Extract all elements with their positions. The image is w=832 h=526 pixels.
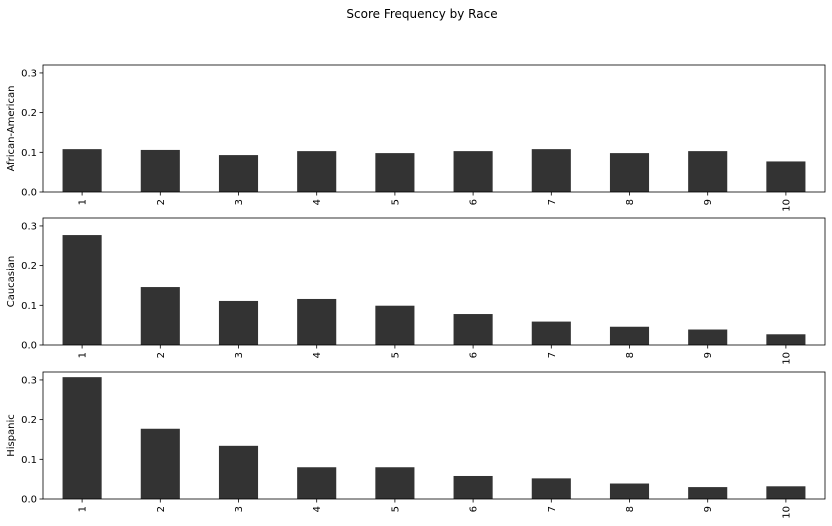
y-tick-label: 0.1 <box>21 455 37 466</box>
x-tick-label: 10 <box>781 199 792 212</box>
bar <box>140 428 180 499</box>
x-tick-label: 1 <box>78 199 89 205</box>
axes-frame <box>42 371 826 500</box>
bar <box>218 445 259 499</box>
x-tick-label: 7 <box>547 352 558 358</box>
x-tick-label: 3 <box>234 352 245 358</box>
bar <box>688 151 728 192</box>
bar <box>531 321 571 345</box>
bar <box>140 149 180 192</box>
x-tick-label: 9 <box>703 506 714 512</box>
y-tick-label: 0.0 <box>21 341 37 352</box>
bar <box>766 334 806 345</box>
y-tick-label: 0.3 <box>21 68 37 79</box>
y-tick-label: 0.3 <box>21 221 37 232</box>
x-tick-label: 3 <box>234 199 245 205</box>
x-tick-label: 1 <box>78 352 89 358</box>
y-axis-label: African-American <box>6 86 17 172</box>
x-tick-label: 6 <box>469 199 480 205</box>
x-tick-label: 5 <box>390 352 401 358</box>
bar <box>297 467 337 499</box>
bar <box>218 300 259 345</box>
x-tick-label: 10 <box>781 506 792 519</box>
x-tick-label: 1 <box>78 506 89 512</box>
y-tick-label: 0.3 <box>21 375 37 386</box>
bar <box>531 149 571 192</box>
bar <box>766 161 806 192</box>
bar <box>766 486 806 499</box>
bar <box>218 155 259 192</box>
x-tick-label: 5 <box>390 506 401 512</box>
x-tick-label: 2 <box>156 199 167 205</box>
x-tick-label: 9 <box>703 199 714 205</box>
bar <box>297 298 337 345</box>
subplot-3: 0.0 0.1 0.2 0.3 1 2 3 4 5 6 7 8 9 10 Hispanic <box>6 371 826 519</box>
chart-title: Score Frequency by Race <box>346 7 497 21</box>
x-tick-label: 4 <box>312 352 323 358</box>
x-tick-label: 4 <box>312 199 323 205</box>
x-tick-label: 5 <box>390 199 401 205</box>
x-tick-label: 7 <box>547 506 558 512</box>
bar <box>609 153 650 192</box>
bar <box>609 326 650 345</box>
x-tick-label: 8 <box>625 352 636 358</box>
subplot-2: 0.0 0.1 0.2 0.3 1 2 3 4 5 6 7 8 9 10 Caucasian <box>6 217 826 365</box>
axes-frame <box>42 64 826 193</box>
y-axis-label: Hispanic <box>6 414 17 457</box>
x-tick-label: 3 <box>234 506 245 512</box>
x-tick-label: 7 <box>547 199 558 205</box>
x-tick-label: 10 <box>781 352 792 365</box>
x-tick-label: 6 <box>469 506 480 512</box>
y-tick-label: 0.0 <box>21 495 37 506</box>
bar <box>62 377 102 499</box>
bar <box>375 153 415 192</box>
bar <box>62 235 102 345</box>
bar <box>375 467 415 499</box>
y-tick-label: 0.0 <box>21 188 37 199</box>
bar <box>140 287 180 345</box>
y-tick-label: 0.2 <box>21 108 37 119</box>
bar <box>688 329 728 345</box>
bar <box>453 475 493 499</box>
x-tick-label: 9 <box>703 352 714 358</box>
x-tick-label: 8 <box>625 506 636 512</box>
x-tick-label: 2 <box>156 506 167 512</box>
bar <box>688 487 728 499</box>
subplot-panels: 0.00.10.20.31 2 3 4 5 6 7 8 9 10African-American0… <box>6 64 826 519</box>
axes-frame <box>42 217 826 346</box>
x-tick-label: 8 <box>625 199 636 205</box>
x-tick-label: 2 <box>156 352 167 358</box>
subplot-1: 0.0 0.1 0.2 0.3 1 2 3 4 5 6 7 8 9 10 African-American <box>6 64 826 212</box>
bar <box>453 314 493 345</box>
bar <box>531 478 571 499</box>
bar <box>375 305 415 345</box>
y-tick-label: 0.1 <box>21 148 37 159</box>
bar <box>62 149 102 192</box>
y-tick-label: 0.1 <box>21 301 37 312</box>
y-tick-label: 0.2 <box>21 261 37 272</box>
bar <box>297 151 337 192</box>
bar <box>453 151 493 192</box>
y-tick-label: 0.2 <box>21 415 37 426</box>
x-tick-label: 4 <box>312 506 323 512</box>
x-tick-label: 6 <box>469 352 480 358</box>
bar <box>609 483 650 499</box>
y-axis-label: Caucasian <box>6 256 17 308</box>
